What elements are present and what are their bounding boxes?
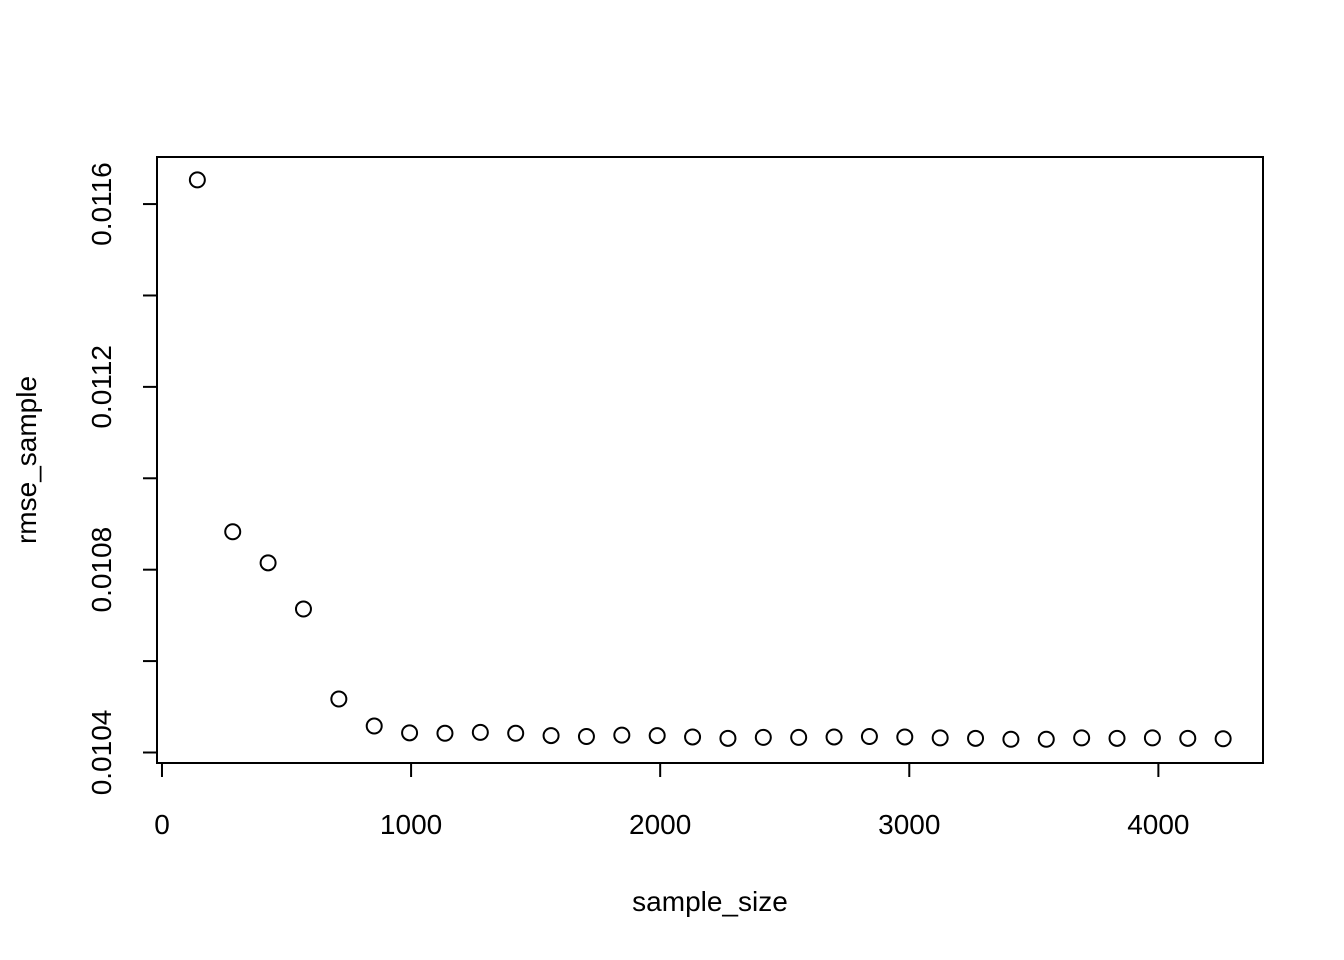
y-tick-label: 0.0112 [86,345,117,429]
data-point [365,717,383,735]
data-point [1108,729,1126,747]
data-point [613,726,631,744]
y-axis-ticks: 0.0104 0.0108 0.0112 0.0116 [86,162,157,795]
y-tick-label: 0.0108 [86,527,117,613]
data-point [507,724,525,742]
data-point [577,727,595,745]
data-point [188,171,206,189]
x-tick-label: 2000 [629,809,691,840]
data-point [967,729,985,747]
data-point [1037,730,1055,748]
plot-frame [156,156,1264,764]
data-point [684,728,702,746]
data-point [436,724,454,742]
data-point [860,727,878,745]
x-tick-label: 0 [154,809,170,840]
x-axis-label: sample_size [632,886,788,917]
data-point [471,723,489,741]
data-point [754,728,772,746]
data-point [1179,729,1197,747]
data-point [1143,729,1161,747]
x-tick-label: 3000 [878,809,940,840]
data-point [719,729,737,747]
data-point [931,729,949,747]
data-point [1073,729,1091,747]
data-point [1002,730,1020,748]
data-point [401,724,419,742]
data-point [294,600,312,618]
y-axis-label: rmse_sample [11,376,42,544]
data-points [188,171,1232,748]
data-point [224,523,242,541]
data-point [1214,730,1232,748]
data-point [648,727,666,745]
data-point [330,690,348,708]
data-point [542,727,560,745]
y-tick-label: 0.0116 [86,162,117,246]
y-tick-label: 0.0104 [86,710,117,796]
data-point [790,728,808,746]
data-point [259,554,277,572]
data-point [896,728,914,746]
x-axis-ticks: 0 1000 2000 3000 4000 [154,763,1190,840]
x-tick-label: 1000 [380,809,442,840]
data-point [825,728,843,746]
x-tick-label: 4000 [1127,809,1189,840]
